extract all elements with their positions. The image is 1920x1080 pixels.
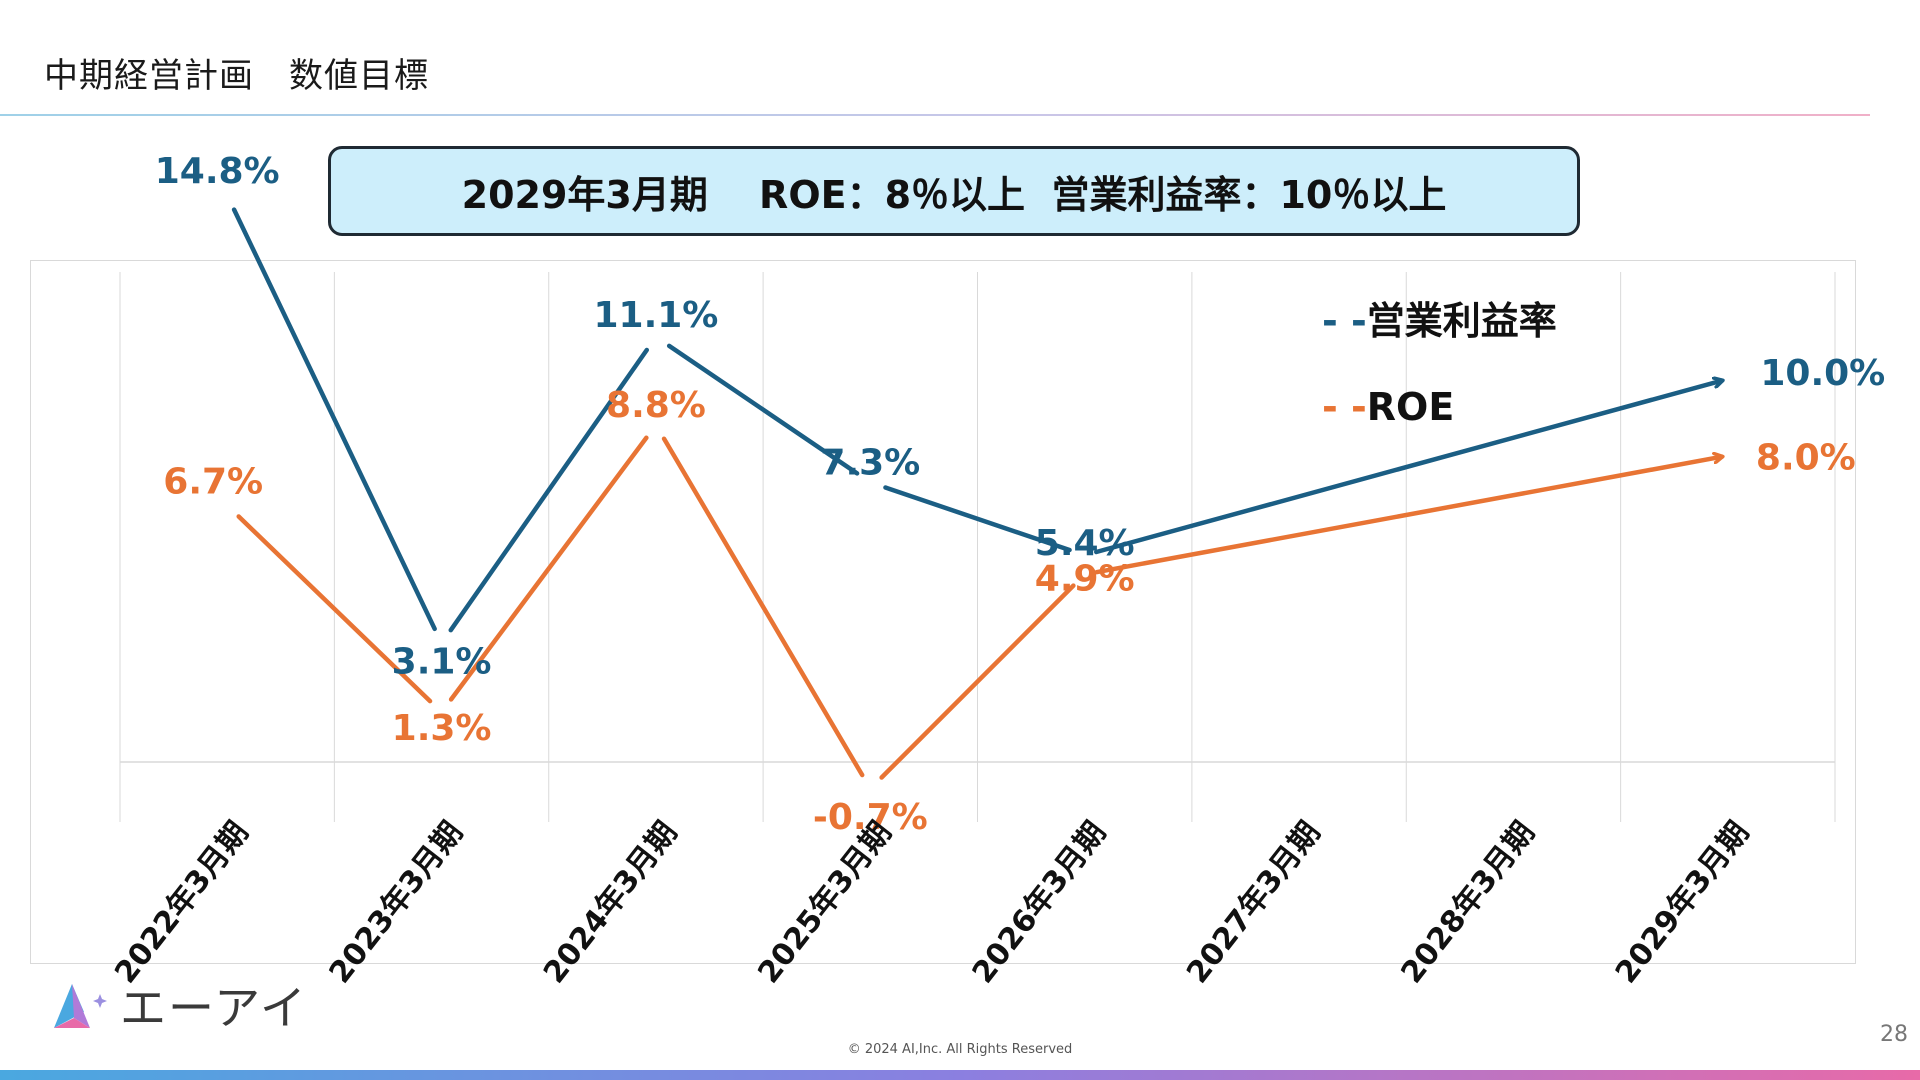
data-label: 11.1% — [593, 295, 718, 336]
x-tick-label: 2024年3月期 — [537, 815, 684, 990]
legend: - -営業利益率- -ROE — [1322, 299, 1557, 429]
page-number: 28 — [1880, 1022, 1908, 1047]
series-line-segment — [883, 485, 1072, 553]
data-label: 14.8% — [155, 151, 280, 192]
data-label: 3.1% — [392, 641, 492, 682]
series-line-segment — [448, 347, 650, 633]
legend-label: 営業利益率 — [1367, 299, 1557, 343]
series-line-segment — [236, 514, 433, 704]
target-arrow — [1094, 457, 1721, 575]
legend-dash-marker: - - — [1322, 385, 1367, 429]
title-divider — [0, 114, 1870, 116]
legend-entry: - -ROE — [1322, 385, 1454, 429]
legend-dash-marker: - - — [1322, 299, 1367, 343]
series-line-segment — [448, 435, 649, 702]
x-tick-label: 2026年3月期 — [966, 815, 1113, 990]
company-logo: エーアイ — [50, 978, 308, 1035]
x-tick-label: 2025年3月期 — [751, 815, 898, 990]
series-line-segment — [666, 343, 860, 476]
x-tick-label: 2022年3月期 — [108, 815, 255, 990]
x-axis-tick-labels: 2022年3月期 2023年3月期 2024年3月期 2025年3月期 2026年3月期… — [108, 815, 1756, 990]
series-lines — [231, 207, 1722, 780]
data-label: 1.3% — [392, 708, 492, 749]
data-label: 6.7% — [163, 461, 263, 502]
data-label: 10.0% — [1760, 353, 1885, 394]
x-tick-label: 2029年3月期 — [1609, 815, 1756, 990]
legend-label: ROE — [1367, 385, 1455, 429]
copyright-notice: © 2024 AI,Inc. All Rights Reserved — [847, 1042, 1073, 1057]
data-label: 5.4% — [1035, 523, 1135, 564]
target-banner: 2029年3月期 ROE：8％以上 営業利益率：10％以上 — [328, 146, 1580, 236]
logo-mark-icon — [54, 984, 107, 1028]
data-label: -0.7% — [813, 797, 928, 838]
logo-text: エーアイ — [120, 981, 308, 1035]
bottom-accent-bar — [0, 1070, 1920, 1080]
data-label: 8.0% — [1756, 438, 1856, 479]
series-line-segment — [661, 436, 865, 778]
x-tick-label: 2023年3月期 — [323, 815, 470, 990]
data-label: 4.9% — [1035, 558, 1135, 599]
x-tick-label: 2027年3月期 — [1180, 815, 1327, 990]
data-labels: 14.8% 3.1% 11.1% 7.3% 5.4% 10.0% 6.7% 1.3% 8.8% -… — [155, 151, 1886, 838]
series-line-segment — [231, 207, 437, 632]
data-label: 7.3% — [820, 442, 920, 483]
page-title: 中期経営計画 数値目標 — [44, 56, 429, 96]
gridlines — [119, 272, 1836, 822]
target-arrow — [1094, 381, 1722, 555]
series-line-segment — [879, 583, 1076, 780]
x-tick-label: 2028年3月期 — [1394, 815, 1541, 990]
data-label: 8.8% — [606, 385, 706, 426]
legend-entry: - -営業利益率 — [1322, 299, 1557, 343]
